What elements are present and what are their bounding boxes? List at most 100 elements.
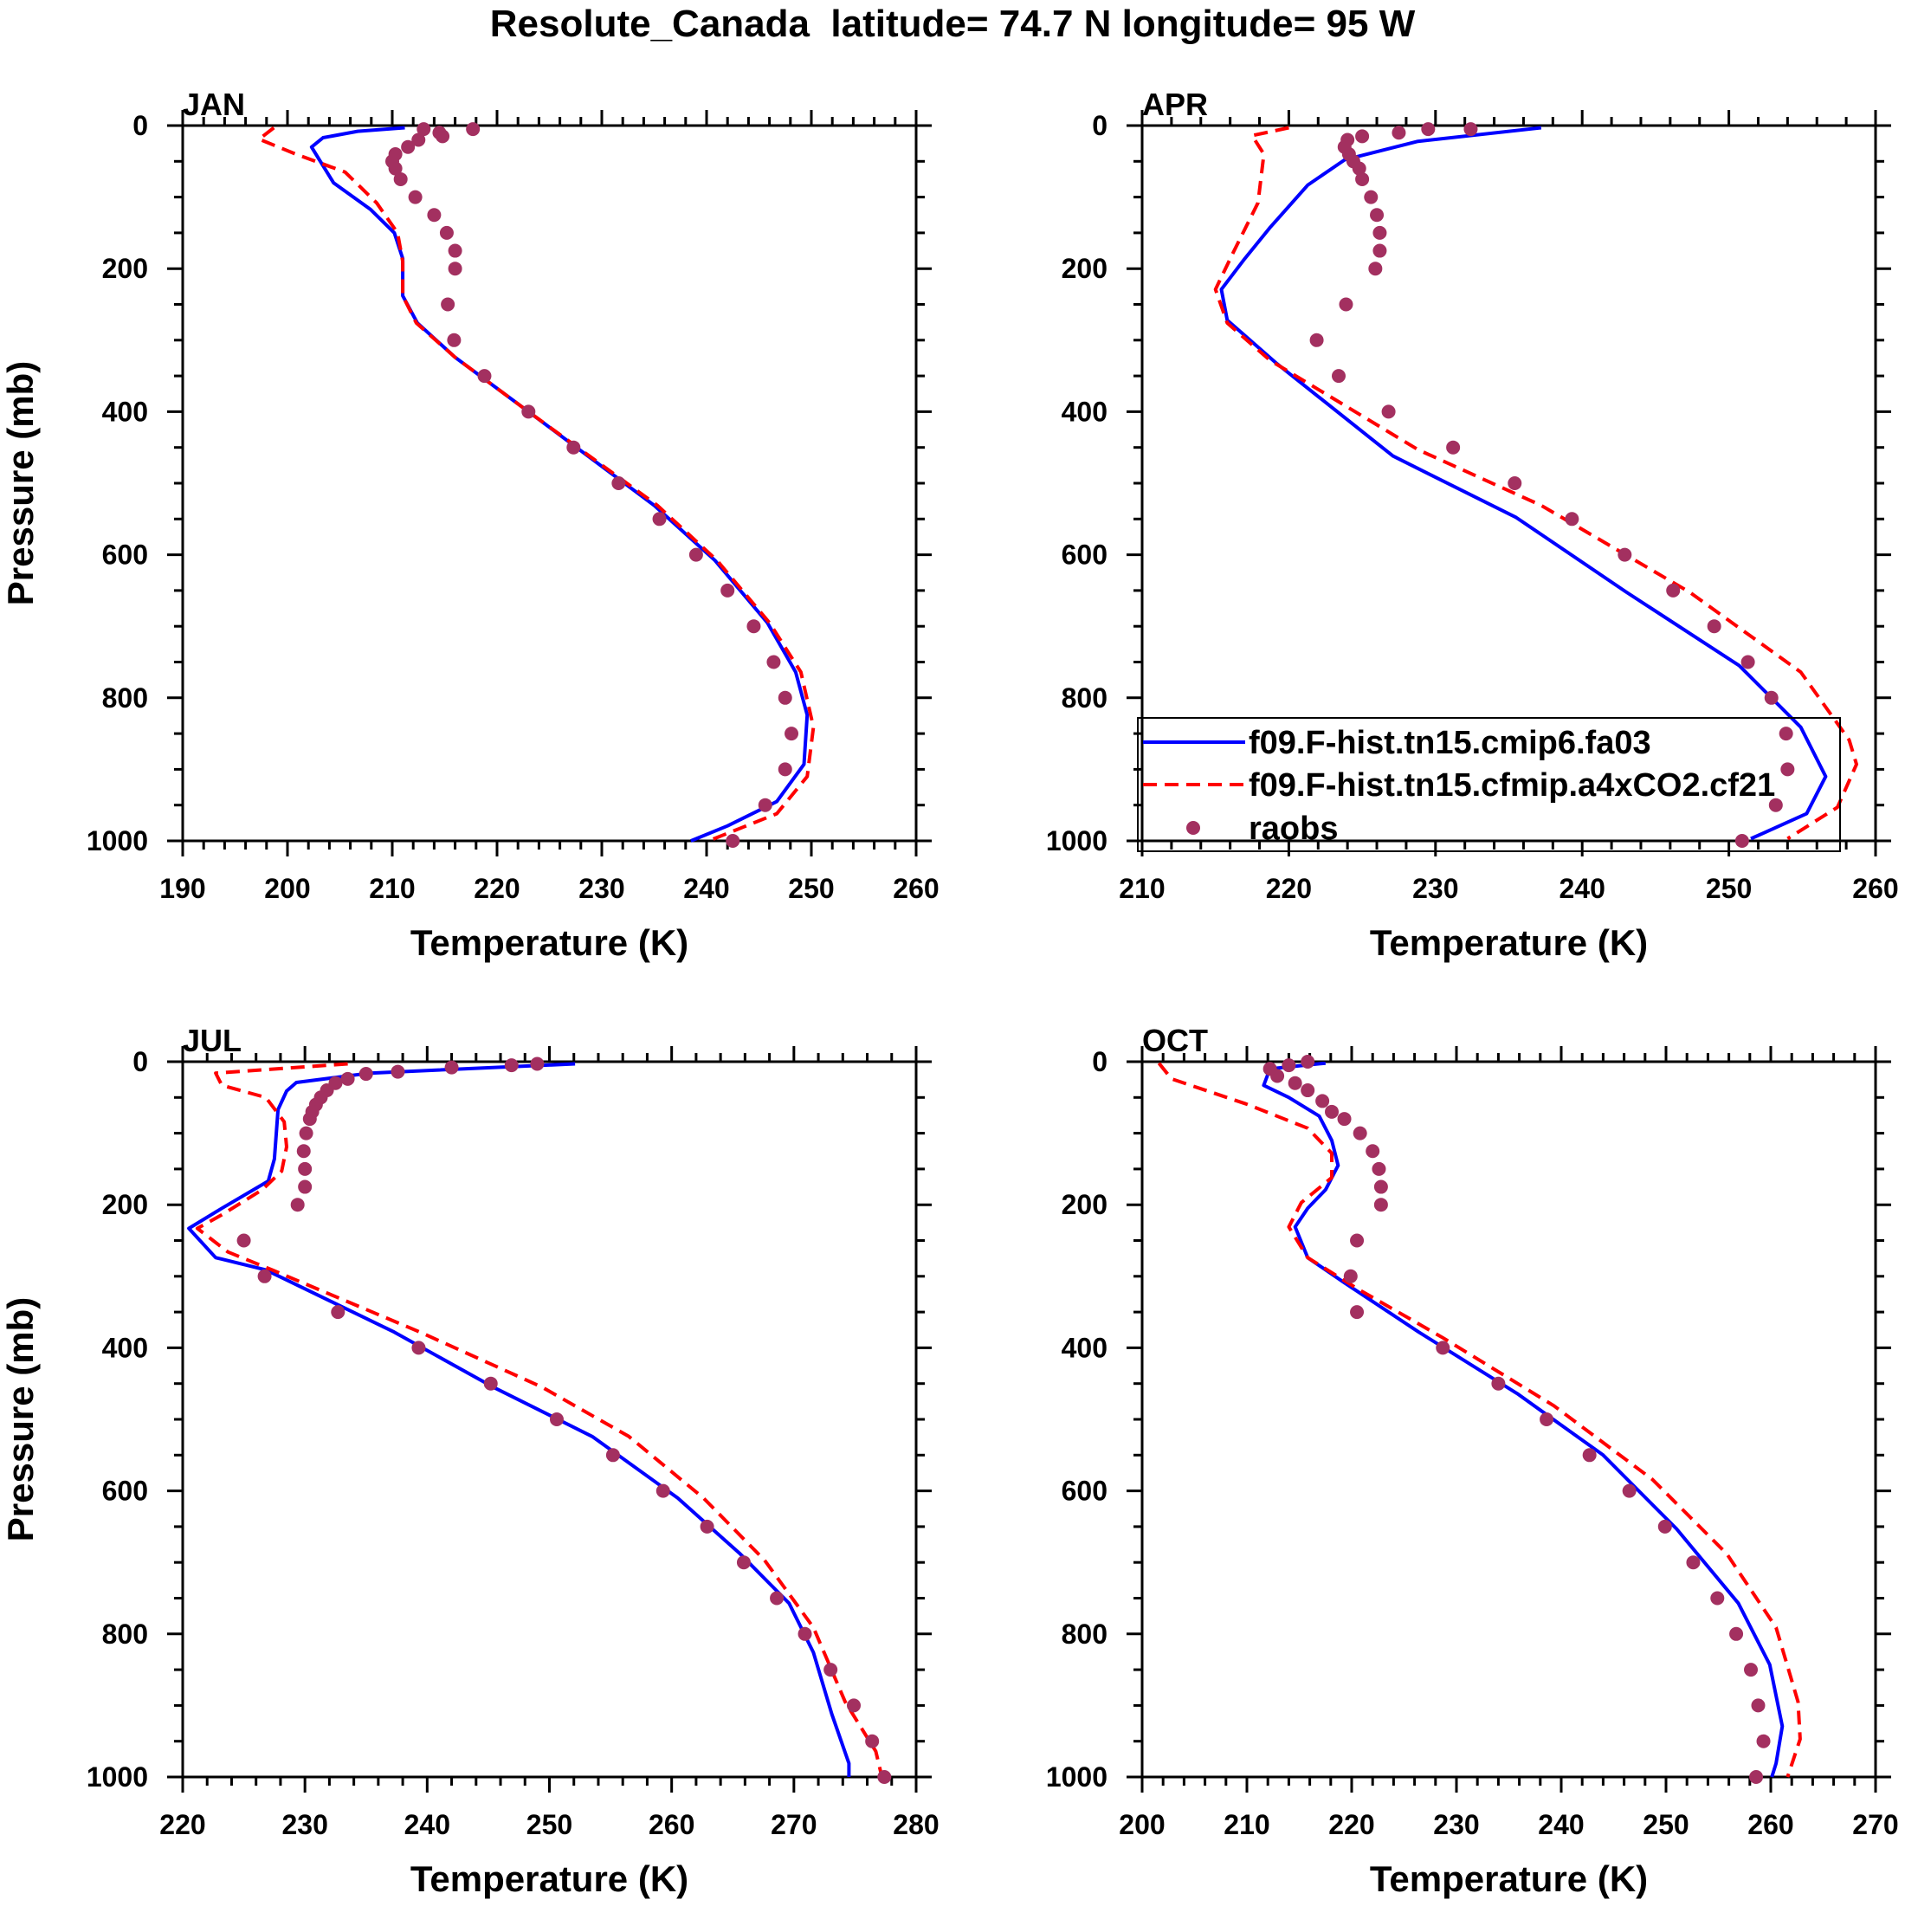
raobs-point (358, 1067, 373, 1082)
raobs-point (436, 129, 450, 144)
raobs-point (299, 1126, 313, 1140)
raobs-point (441, 297, 455, 312)
panel-jul: JUL 220 230 240 250 260 270 280 0 200 400 600 800 100… (0, 1023, 940, 1899)
x-tick-label: 220 (1266, 873, 1312, 904)
raobs-point (549, 1412, 564, 1426)
raobs-point (1780, 762, 1795, 777)
y-tick-label: 0 (1092, 110, 1107, 141)
y-tick-label: 400 (102, 396, 148, 427)
series-line-a4xco2 (257, 126, 816, 843)
y-tick-label: 1000 (87, 1761, 148, 1793)
y-tick-label: 800 (1062, 1619, 1107, 1650)
y-tick-label: 200 (1062, 1189, 1107, 1220)
raobs-point (785, 727, 799, 741)
y-tick-label: 0 (132, 1046, 148, 1077)
raobs-point (447, 333, 462, 347)
raobs-point (298, 1179, 313, 1194)
y-tick-label: 600 (1062, 540, 1107, 571)
raobs-point (1565, 512, 1579, 527)
panels: JAN 190 200 210 220 230 240 250 260 0 200 400 600 800… (0, 87, 1899, 1899)
x-tick-label: 210 (369, 873, 415, 904)
raobs-point (1301, 1055, 1315, 1069)
y-tick-label: 1000 (1046, 825, 1107, 856)
x-tick-label: 200 (1119, 1809, 1165, 1840)
raobs-point (296, 1144, 311, 1159)
y-tick-label: 400 (102, 1332, 148, 1363)
legend-box (1137, 717, 1841, 852)
raobs-point (1764, 690, 1779, 705)
raobs-point (847, 1698, 862, 1713)
y-tick-label: 400 (1062, 1332, 1107, 1363)
raobs-point (257, 1269, 272, 1283)
x-tick-label: 260 (649, 1809, 694, 1840)
panel-apr: APR 210 220 230 240 250 260 0 200 400 600 800 1000 Te… (1046, 87, 1899, 963)
y-tick-label: 1000 (87, 825, 148, 856)
raobs-point (1331, 369, 1346, 384)
raobs-point (331, 1305, 345, 1320)
raobs-point (1315, 1094, 1330, 1108)
raobs-point (1540, 1412, 1554, 1426)
x-tick-label: 270 (1852, 1809, 1898, 1840)
x-axis-title: Temperature (K) (1370, 922, 1648, 963)
y-tick-label: 0 (1092, 1046, 1107, 1077)
raobs-point (1337, 1112, 1352, 1127)
y-tick-label: 400 (1062, 396, 1107, 427)
raobs-point (823, 1663, 838, 1677)
raobs-point (611, 476, 626, 490)
x-tick-label: 230 (1412, 873, 1458, 904)
raobs-point (1657, 1519, 1672, 1534)
raobs-point (1350, 1233, 1365, 1248)
y-axis-title: Pressure (mb) (0, 361, 41, 605)
y-tick-label: 800 (102, 1619, 148, 1650)
x-axis-title: Temperature (K) (1370, 1858, 1648, 1899)
legend-label: raobs (1249, 811, 1338, 847)
raobs-point (726, 834, 740, 848)
raobs-point (688, 547, 703, 562)
legend-marker-raobs (1186, 821, 1200, 835)
raobs-point (746, 619, 761, 634)
raobs-point (401, 139, 416, 154)
raobs-point (1463, 122, 1478, 137)
raobs-point (1779, 727, 1793, 741)
raobs-point (652, 512, 667, 527)
x-tick-label: 190 (159, 873, 205, 904)
x-tick-label: 250 (526, 1809, 572, 1840)
x-axis-title: Temperature (K) (410, 922, 688, 963)
raobs-point (1352, 161, 1366, 176)
raobs-point (1686, 1555, 1701, 1570)
series-group (1213, 126, 1858, 841)
raobs-point (1372, 243, 1387, 258)
raobs-point (302, 1112, 317, 1127)
raobs-point (1309, 333, 1324, 347)
series-line-a4xco2 (195, 1062, 884, 1778)
raobs-point (444, 1060, 459, 1075)
raobs-point (770, 1591, 785, 1606)
x-tick-label: 260 (1747, 1809, 1793, 1840)
raobs-point (236, 1233, 251, 1248)
x-tick-label: 210 (1224, 1809, 1269, 1840)
raobs-point (1381, 404, 1396, 419)
raobs-point (1734, 834, 1749, 848)
panel-jan: JAN 190 200 210 220 230 240 250 260 0 200 400 600 800… (0, 87, 940, 963)
raobs-point (340, 1071, 355, 1086)
y-tick-label: 1000 (1046, 1761, 1107, 1793)
raobs-point (865, 1734, 880, 1748)
series-line-cmip6 (309, 126, 810, 843)
y-tick-label: 800 (102, 682, 148, 714)
series-group (187, 1062, 884, 1778)
raobs-point (448, 262, 462, 276)
raobs-point (439, 225, 454, 240)
raobs-point (427, 208, 442, 223)
raobs-point (1421, 122, 1436, 137)
raobs-point (388, 161, 403, 176)
x-tick-label: 220 (474, 873, 520, 904)
raobs-point (1370, 208, 1385, 223)
raobs-point (736, 1555, 751, 1570)
x-tick-label: 200 (264, 873, 310, 904)
x-tick-label: 220 (159, 1809, 205, 1840)
raobs-point (1666, 583, 1681, 598)
y-tick-label: 800 (1062, 682, 1107, 714)
raobs-point (1618, 547, 1632, 562)
raobs-point (1491, 1376, 1506, 1391)
raobs-point (417, 122, 431, 137)
